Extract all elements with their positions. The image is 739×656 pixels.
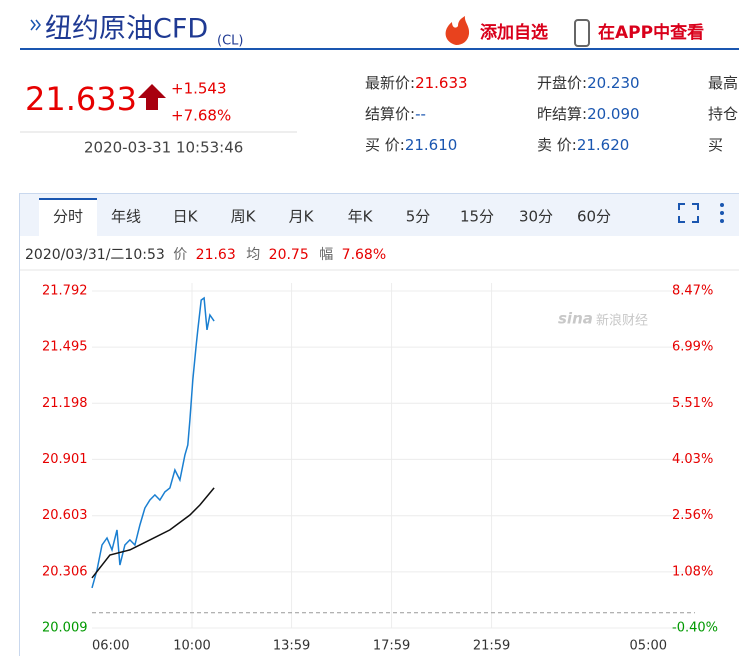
stat-label: 卖 价: bbox=[537, 136, 577, 154]
stat: 昨结算:20.090 bbox=[537, 105, 640, 123]
stat: 最高 bbox=[708, 74, 738, 92]
y-tick-label: 20.603 bbox=[42, 508, 88, 523]
title-icon bbox=[30, 19, 41, 31]
stat-value: 20.090 bbox=[587, 105, 640, 123]
stat: 开盘价:20.230 bbox=[537, 74, 640, 92]
quote-time: 2020-03-31 10:53:46 bbox=[84, 139, 243, 157]
stat: 结算价:-- bbox=[365, 105, 426, 123]
x-tick-label: 10:00 bbox=[173, 639, 210, 654]
intraday-chart: sina 新浪财经 20.009 20.306 20.603 20.901 21.198… bbox=[42, 283, 718, 654]
stat-value: 20.230 bbox=[587, 74, 640, 92]
x-tick-label: 13:59 bbox=[273, 639, 310, 654]
stat-value: -- bbox=[415, 105, 426, 123]
add-watch-button[interactable]: 添加自选 bbox=[480, 22, 548, 43]
symbol-code: (CL) bbox=[217, 34, 243, 49]
stat: 卖 价:21.620 bbox=[537, 136, 629, 154]
y2-tick-label: -0.40% bbox=[672, 621, 718, 636]
up-arrow bbox=[138, 84, 166, 110]
app-view-button[interactable]: 在APP中查看 bbox=[598, 22, 704, 43]
watermark-text: 新浪财经 bbox=[596, 313, 648, 329]
tab[interactable]: 30分 bbox=[519, 208, 553, 226]
y2-tick-label: 2.56% bbox=[672, 508, 713, 523]
stat-label: 昨结算: bbox=[537, 105, 587, 123]
x-tick-label: 17:59 bbox=[373, 639, 410, 654]
stat-label: 最新价: bbox=[365, 74, 415, 92]
stat-label: 买 bbox=[708, 136, 723, 154]
y2-tick-label: 5.51% bbox=[672, 396, 713, 411]
y2-tick-label: 6.99% bbox=[672, 340, 713, 355]
last-price: 21.633 bbox=[25, 80, 137, 118]
stat-label: 最高 bbox=[708, 74, 738, 92]
info-price-label: 价 bbox=[173, 247, 187, 263]
more-icon[interactable] bbox=[720, 203, 724, 223]
stat-label: 持仓 bbox=[708, 105, 738, 123]
page-title: 纽约原油CFD bbox=[45, 14, 208, 45]
chart-panel bbox=[19, 193, 739, 656]
stat-label: 结算价: bbox=[365, 105, 415, 123]
watermark-logo: sina bbox=[558, 310, 593, 328]
phone-icon bbox=[574, 19, 590, 47]
y2-tick-label: 8.47% bbox=[672, 284, 713, 299]
tabs: 分时 年线 日K 周K 月K 年K 5分 15分 30分 60分 bbox=[53, 208, 611, 226]
info-amp-label: 幅 bbox=[319, 247, 333, 263]
y-tick-label: 20.306 bbox=[42, 564, 88, 579]
tab[interactable]: 日K bbox=[173, 208, 199, 226]
active-tab-bg bbox=[39, 198, 97, 236]
tab[interactable]: 15分 bbox=[460, 208, 494, 226]
tab[interactable]: 周K bbox=[231, 208, 257, 226]
y-tick-label: 20.901 bbox=[42, 452, 88, 467]
series-line bbox=[91, 296, 215, 589]
stat-value: 21.620 bbox=[577, 136, 630, 154]
info-avg: 20.75 bbox=[269, 247, 309, 263]
y2-tick-label: 1.08% bbox=[672, 564, 713, 579]
info-line: 2020/03/31/二10:53 价 21.63 均 20.75 幅 7.68… bbox=[25, 247, 386, 263]
tab[interactable]: 5分 bbox=[406, 208, 431, 226]
fullscreen-icon[interactable] bbox=[678, 203, 699, 223]
x-tick-label: 21:59 bbox=[473, 639, 510, 654]
stat: 买 bbox=[708, 136, 723, 154]
tab[interactable]: 年线 bbox=[111, 208, 141, 226]
stat: 持仓 bbox=[708, 105, 738, 123]
tab[interactable]: 年K bbox=[348, 208, 374, 226]
tab[interactable]: 月K bbox=[289, 208, 315, 226]
y-tick-label: 21.792 bbox=[42, 284, 88, 299]
x-tick-label: 05:00 bbox=[630, 639, 667, 654]
y-tick-label: 21.198 bbox=[42, 396, 88, 411]
tab[interactable]: 分时 bbox=[53, 208, 83, 226]
tab[interactable]: 60分 bbox=[577, 208, 611, 226]
stat-value: 21.633 bbox=[415, 74, 468, 92]
stat-value: 21.610 bbox=[405, 136, 458, 154]
stat-label: 买 价: bbox=[365, 136, 405, 154]
info-price: 21.63 bbox=[196, 247, 236, 263]
fire-icon bbox=[445, 16, 470, 45]
info-avg-label: 均 bbox=[246, 247, 260, 263]
stat: 买 价:21.610 bbox=[365, 136, 457, 154]
y2-tick-label: 4.03% bbox=[672, 452, 713, 467]
stat-label: 开盘价: bbox=[537, 74, 587, 92]
price-change: +1.543 bbox=[171, 80, 227, 98]
series-line bbox=[91, 487, 215, 579]
price-change-pct: +7.68% bbox=[171, 107, 231, 125]
info-datetime: 2020/03/31/二10:53 bbox=[25, 247, 165, 263]
x-tick-label: 06:00 bbox=[92, 639, 129, 654]
y-tick-label: 20.009 bbox=[42, 621, 88, 636]
info-amp: 7.68% bbox=[342, 247, 386, 263]
tab-bar bbox=[20, 194, 739, 236]
stat: 最新价:21.633 bbox=[365, 74, 468, 92]
y-tick-label: 21.495 bbox=[42, 340, 88, 355]
